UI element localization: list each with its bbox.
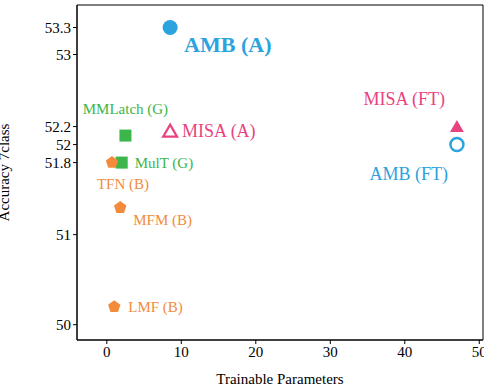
svg-text:10: 10 [174,344,189,360]
svg-text:MFM (B): MFM (B) [133,212,192,229]
svg-text:53.3: 53.3 [45,20,71,36]
svg-text:MulT (G): MulT (G) [135,155,193,172]
svg-text:MISA (FT): MISA (FT) [363,89,445,110]
svg-text:50: 50 [472,344,476,360]
svg-text:50: 50 [56,317,71,333]
svg-text:52.2: 52.2 [45,119,71,135]
svg-text:Accuracy 7class: Accuracy 7class [8,123,12,221]
svg-text:TFN (B): TFN (B) [97,176,149,193]
svg-text:0: 0 [103,344,111,360]
svg-text:53: 53 [56,47,71,63]
svg-text:51.8: 51.8 [45,155,71,171]
svg-text:MMLatch (G): MMLatch (G) [83,101,168,118]
svg-text:52: 52 [56,137,71,153]
svg-text:Trainable Parameters: Trainable Parameters [216,371,343,386]
svg-text:20: 20 [248,344,263,360]
svg-text:MISA (A): MISA (A) [182,121,256,142]
svg-text:AMB (FT): AMB (FT) [369,164,448,185]
svg-text:30: 30 [323,344,338,360]
svg-text:AMB (A): AMB (A) [184,32,271,57]
svg-text:40: 40 [397,344,412,360]
svg-text:51: 51 [56,227,71,243]
svg-text:LMF (B): LMF (B) [128,299,183,316]
